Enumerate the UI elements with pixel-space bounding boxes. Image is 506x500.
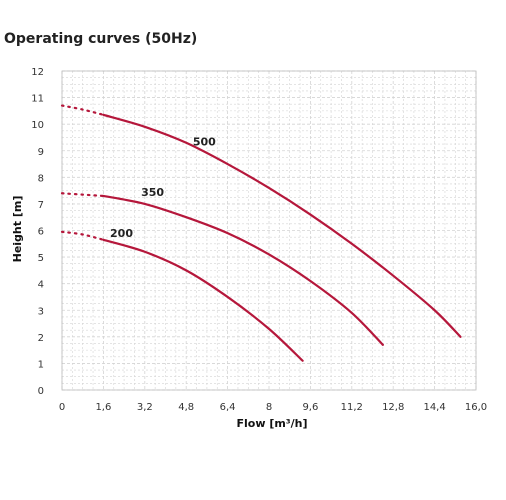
x-tick-label: 3,2 — [137, 402, 153, 413]
y-tick-label: 2 — [38, 333, 44, 344]
x-tick-label: 14,4 — [423, 402, 445, 413]
series-200-extrapolation — [60, 230, 105, 241]
y-tick-label: 7 — [38, 200, 44, 211]
x-tick-label: 8 — [266, 402, 272, 413]
y-tick-label: 11 — [31, 94, 44, 105]
y-axis-label: Height [m] — [11, 196, 24, 263]
y-tick-label: 9 — [38, 147, 44, 158]
chart-title: Operating curves (50Hz) — [4, 31, 198, 47]
x-tick-label: 1,6 — [95, 402, 111, 413]
y-tick-label: 0 — [38, 386, 44, 397]
axes: 0 1,6 3,2 4,8 6,4 8 9,6 11,2 12,8 14,4 16,00123456… — [31, 67, 487, 413]
y-tick-label: 3 — [38, 306, 44, 317]
series-500-extrapolation — [60, 104, 105, 116]
x-tick-label: 11,2 — [341, 402, 363, 413]
y-tick-label: 1 — [38, 359, 44, 370]
series-200-label: 200 — [110, 227, 133, 240]
x-tick-label: 12,8 — [382, 402, 404, 413]
series-500-label: 500 — [193, 135, 216, 148]
series-350-label: 350 — [141, 186, 164, 199]
x-tick-label: 16,0 — [465, 402, 487, 413]
series-500-line — [102, 113, 462, 338]
x-tick-label: 0 — [59, 402, 65, 413]
series-200-line — [102, 238, 304, 362]
y-tick-label: 4 — [38, 280, 44, 291]
y-tick-label: 10 — [31, 120, 44, 131]
plot-frame — [61, 70, 477, 391]
series-lines — [60, 104, 462, 362]
series-350-extrapolation — [60, 192, 105, 198]
x-tick-label: 6,4 — [220, 402, 236, 413]
x-axis-label: Flow [m³/h] — [236, 417, 307, 430]
series-350-line — [102, 194, 384, 346]
y-tick-label: 5 — [38, 253, 44, 264]
y-tick-label: 12 — [31, 67, 44, 78]
x-tick-label: 9,6 — [302, 402, 318, 413]
y-tick-label: 6 — [38, 227, 44, 238]
y-tick-label: 8 — [38, 173, 44, 184]
series-labels: 500 350 200 — [110, 135, 216, 240]
x-tick-label: 4,8 — [178, 402, 194, 413]
